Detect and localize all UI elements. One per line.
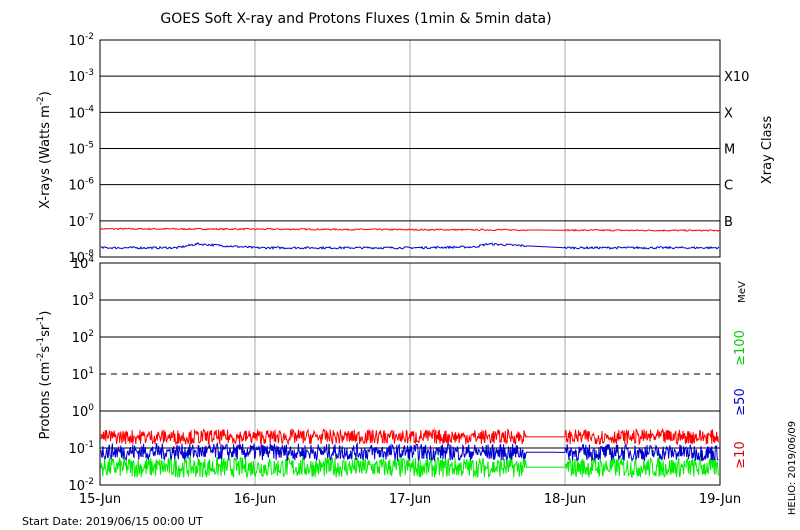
credit-label: HELIO: 2019/06/09: [787, 421, 798, 515]
xray-long-series: [100, 227, 720, 232]
chart-title: GOES Soft X-ray and Protons Fluxes (1min…: [160, 11, 551, 27]
proton-series: [100, 427, 719, 479]
legend-ge100: ≥100: [733, 330, 748, 366]
x-tick-label: 18-Jun: [544, 492, 586, 507]
proton-y-tick: 102: [72, 329, 94, 346]
proton-y-tick: 104: [72, 255, 95, 272]
xray-class-x10: X10: [724, 70, 749, 85]
proton-panel-frame: [99, 262, 721, 486]
xray-y-tick: 10-8: [68, 249, 94, 266]
x-tick-label: 15-Jun: [79, 492, 121, 507]
proton-ge100-series: [100, 456, 719, 479]
proton-y-tick-labels: 104 103 102 101 100 10-1 10-2: [68, 255, 94, 494]
proton-ge50-series: [100, 441, 719, 463]
x-tick-labels: 15-Jun 16-Jun 17-Jun 18-Jun 19-Jun: [79, 492, 741, 507]
proton-ge10-series: [100, 427, 719, 446]
xray-panel-frame: [99, 39, 721, 258]
xray-class-m: M: [724, 143, 735, 158]
x-tick-label: 19-Jun: [699, 492, 741, 507]
xray-y-tick: 10-2: [68, 32, 94, 49]
proton-y-axis-label: Protons (cm-2s-1sr-1): [36, 311, 53, 440]
proton-y-tick: 100: [72, 403, 95, 420]
proton-unit-label: MeV: [737, 281, 748, 303]
legend-ge50: ≥50: [733, 388, 748, 415]
proton-y-tick: 10-2: [68, 477, 94, 494]
xray-gridlines: [100, 40, 720, 257]
xray-y-tick: 10-6: [68, 177, 94, 194]
xray-y-tick-labels: 10-2 10-3 10-4 10-5 10-6 10-7 10-8: [68, 32, 94, 266]
xray-y-tick: 10-7: [68, 213, 94, 230]
proton-y-tick: 101: [72, 366, 94, 383]
xray-class-x: X: [724, 106, 733, 121]
x-tick-label: 16-Jun: [234, 492, 276, 507]
xray-series: [100, 227, 720, 250]
xray-y-tick: 10-5: [68, 141, 94, 158]
xray-class-c: C: [724, 179, 733, 194]
xray-y-tick: 10-3: [68, 68, 94, 85]
start-date: Start Date: 2019/06/15 00:00 UT: [22, 515, 203, 528]
xray-y-tick: 10-4: [68, 104, 94, 121]
proton-y-tick: 10-1: [68, 440, 94, 457]
legend-ge10: ≥10: [733, 441, 748, 468]
xray-short-series: [100, 242, 720, 250]
proton-y-tick: 103: [72, 292, 94, 309]
xray-class-b: B: [724, 215, 733, 230]
xray-class-axis-label: Xray Class: [760, 116, 775, 184]
xray-y-axis-label: X-rays (Watts m-2): [36, 91, 53, 209]
xray-class-labels: X10 X M C B: [724, 70, 749, 230]
x-tick-label: 17-Jun: [389, 492, 431, 507]
